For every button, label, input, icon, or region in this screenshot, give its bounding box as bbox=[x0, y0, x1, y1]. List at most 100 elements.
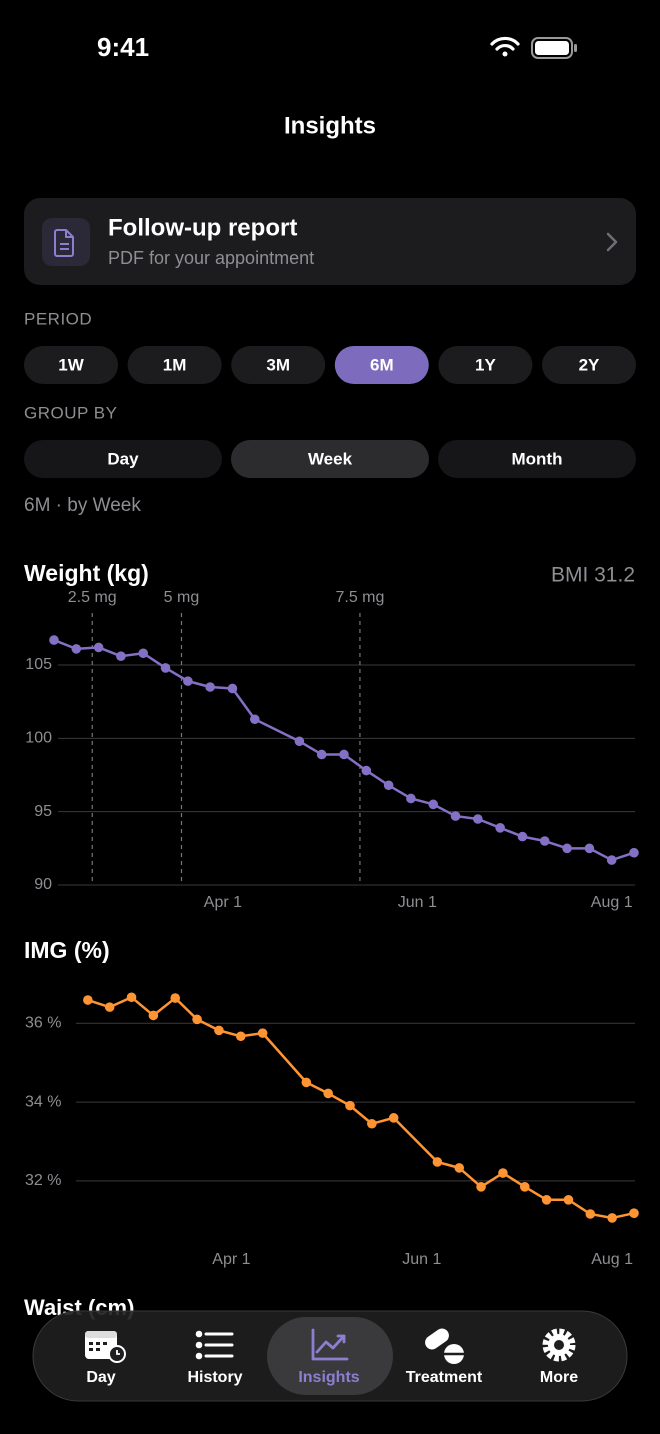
charts: Weight (kg) BMI 31.2 90 95 100 105 Apr 1 Jun 1 A… bbox=[24, 560, 639, 1268]
data-point bbox=[361, 765, 372, 776]
data-point bbox=[432, 1157, 443, 1167]
tab-label[interactable]: Treatment bbox=[406, 1369, 483, 1386]
document-icon bbox=[54, 229, 74, 257]
y-tick-label: 36 % bbox=[25, 1015, 61, 1032]
data-point bbox=[323, 1088, 333, 1099]
day-icon bbox=[85, 1331, 126, 1363]
group-pill[interactable] bbox=[24, 440, 222, 478]
data-point bbox=[367, 1118, 377, 1129]
data-point bbox=[454, 1163, 465, 1173]
data-point bbox=[345, 1100, 355, 1111]
data-point bbox=[495, 823, 505, 833]
group-pill[interactable] bbox=[438, 440, 636, 478]
active-tab-background bbox=[267, 1317, 393, 1395]
group-option[interactable]: Week bbox=[308, 449, 353, 468]
x-tick-label: Apr 1 bbox=[204, 894, 242, 911]
period-pill[interactable] bbox=[231, 346, 326, 384]
data-point bbox=[517, 831, 528, 842]
data-point bbox=[170, 993, 181, 1003]
period-pill[interactable] bbox=[24, 346, 118, 384]
period-pill[interactable] bbox=[127, 346, 222, 384]
status-time: 9:41 bbox=[97, 32, 149, 62]
data-point bbox=[257, 1028, 268, 1038]
group-pill[interactable] bbox=[231, 440, 429, 478]
y-tick-label: 32 % bbox=[25, 1172, 61, 1189]
data-point bbox=[563, 1195, 574, 1205]
data-point bbox=[227, 683, 238, 694]
insights-icon bbox=[311, 1328, 349, 1361]
data-point bbox=[205, 682, 215, 692]
y-tick-label: 90 bbox=[34, 876, 52, 893]
data-point bbox=[629, 1208, 639, 1219]
data-point bbox=[584, 843, 595, 854]
period-option[interactable]: 1Y bbox=[475, 355, 496, 374]
data-point bbox=[301, 1077, 312, 1088]
card-subtitle: PDF for your appointment bbox=[108, 248, 314, 268]
data-point bbox=[539, 836, 550, 846]
data-point bbox=[71, 644, 82, 654]
period-pill[interactable] bbox=[334, 346, 429, 384]
card-title: Follow-up report bbox=[108, 214, 297, 241]
data-point bbox=[541, 1195, 552, 1205]
y-tick-label: 100 bbox=[25, 730, 52, 747]
battery-icon bbox=[531, 37, 577, 59]
chart-title: Weight (kg) bbox=[24, 560, 149, 586]
data-point bbox=[93, 642, 104, 653]
data-point bbox=[498, 1168, 508, 1178]
y-tick-label: 34 % bbox=[25, 1093, 61, 1110]
data-point bbox=[49, 635, 59, 645]
dose-label: 2.5 mg bbox=[68, 589, 117, 606]
period-option[interactable]: 3M bbox=[266, 355, 290, 374]
group-label: GROUP BY bbox=[24, 403, 117, 422]
tab-label[interactable]: Day bbox=[86, 1369, 115, 1386]
treatment-icon bbox=[425, 1328, 464, 1364]
tab-label[interactable]: History bbox=[187, 1369, 242, 1386]
data-point bbox=[607, 1213, 617, 1223]
period-option[interactable]: 1W bbox=[58, 355, 84, 374]
x-tick-label: Apr 1 bbox=[212, 1251, 250, 1268]
tab-bar: Day History Insights Treatment More bbox=[32, 1310, 628, 1402]
data-point bbox=[83, 995, 93, 1005]
data-point bbox=[192, 1014, 202, 1025]
data-point bbox=[476, 1182, 486, 1192]
tab-label[interactable]: More bbox=[540, 1369, 578, 1386]
x-tick-label: Aug 1 bbox=[591, 894, 633, 911]
data-point bbox=[138, 648, 149, 659]
tab-label[interactable]: Insights bbox=[298, 1369, 359, 1386]
dose-label: 7.5 mg bbox=[335, 589, 384, 606]
x-tick-label: Jun 1 bbox=[402, 1251, 441, 1268]
data-point bbox=[183, 676, 193, 686]
group-option[interactable]: Day bbox=[107, 449, 139, 468]
data-point bbox=[126, 992, 137, 1003]
data-point bbox=[148, 1010, 159, 1021]
data-point bbox=[294, 736, 305, 747]
group-control: Day Week Month bbox=[24, 440, 636, 478]
history-icon bbox=[195, 1330, 234, 1360]
data-point bbox=[406, 793, 416, 804]
dose-label: 5 mg bbox=[164, 589, 200, 606]
data-point bbox=[585, 1209, 596, 1219]
data-point bbox=[450, 811, 461, 821]
data-point bbox=[562, 843, 572, 854]
x-tick-label: Jun 1 bbox=[398, 894, 437, 911]
data-point bbox=[606, 855, 617, 865]
card-icon-bg bbox=[42, 218, 90, 266]
summary: 6M · by Week bbox=[24, 495, 141, 516]
data-point bbox=[235, 1031, 246, 1042]
group-option[interactable]: Month bbox=[512, 449, 563, 468]
period-option[interactable]: 2Y bbox=[579, 355, 600, 374]
report-card[interactable]: Follow-up report PDF for your appointmen… bbox=[24, 198, 636, 285]
chevron bbox=[606, 232, 618, 252]
period-pill[interactable] bbox=[542, 346, 636, 384]
data-point bbox=[383, 780, 394, 791]
data-point bbox=[428, 799, 439, 810]
period-label: PERIOD bbox=[24, 309, 92, 328]
data-point bbox=[629, 847, 639, 858]
period-control: 1W 1M 3M 6M 1Y 2Y bbox=[24, 346, 636, 384]
period-pill[interactable] bbox=[438, 346, 533, 384]
y-tick-label: 105 bbox=[25, 656, 52, 673]
period-option[interactable]: 1M bbox=[163, 355, 187, 374]
period-option[interactable]: 6M bbox=[370, 355, 394, 374]
page-title: Insights bbox=[284, 112, 376, 139]
